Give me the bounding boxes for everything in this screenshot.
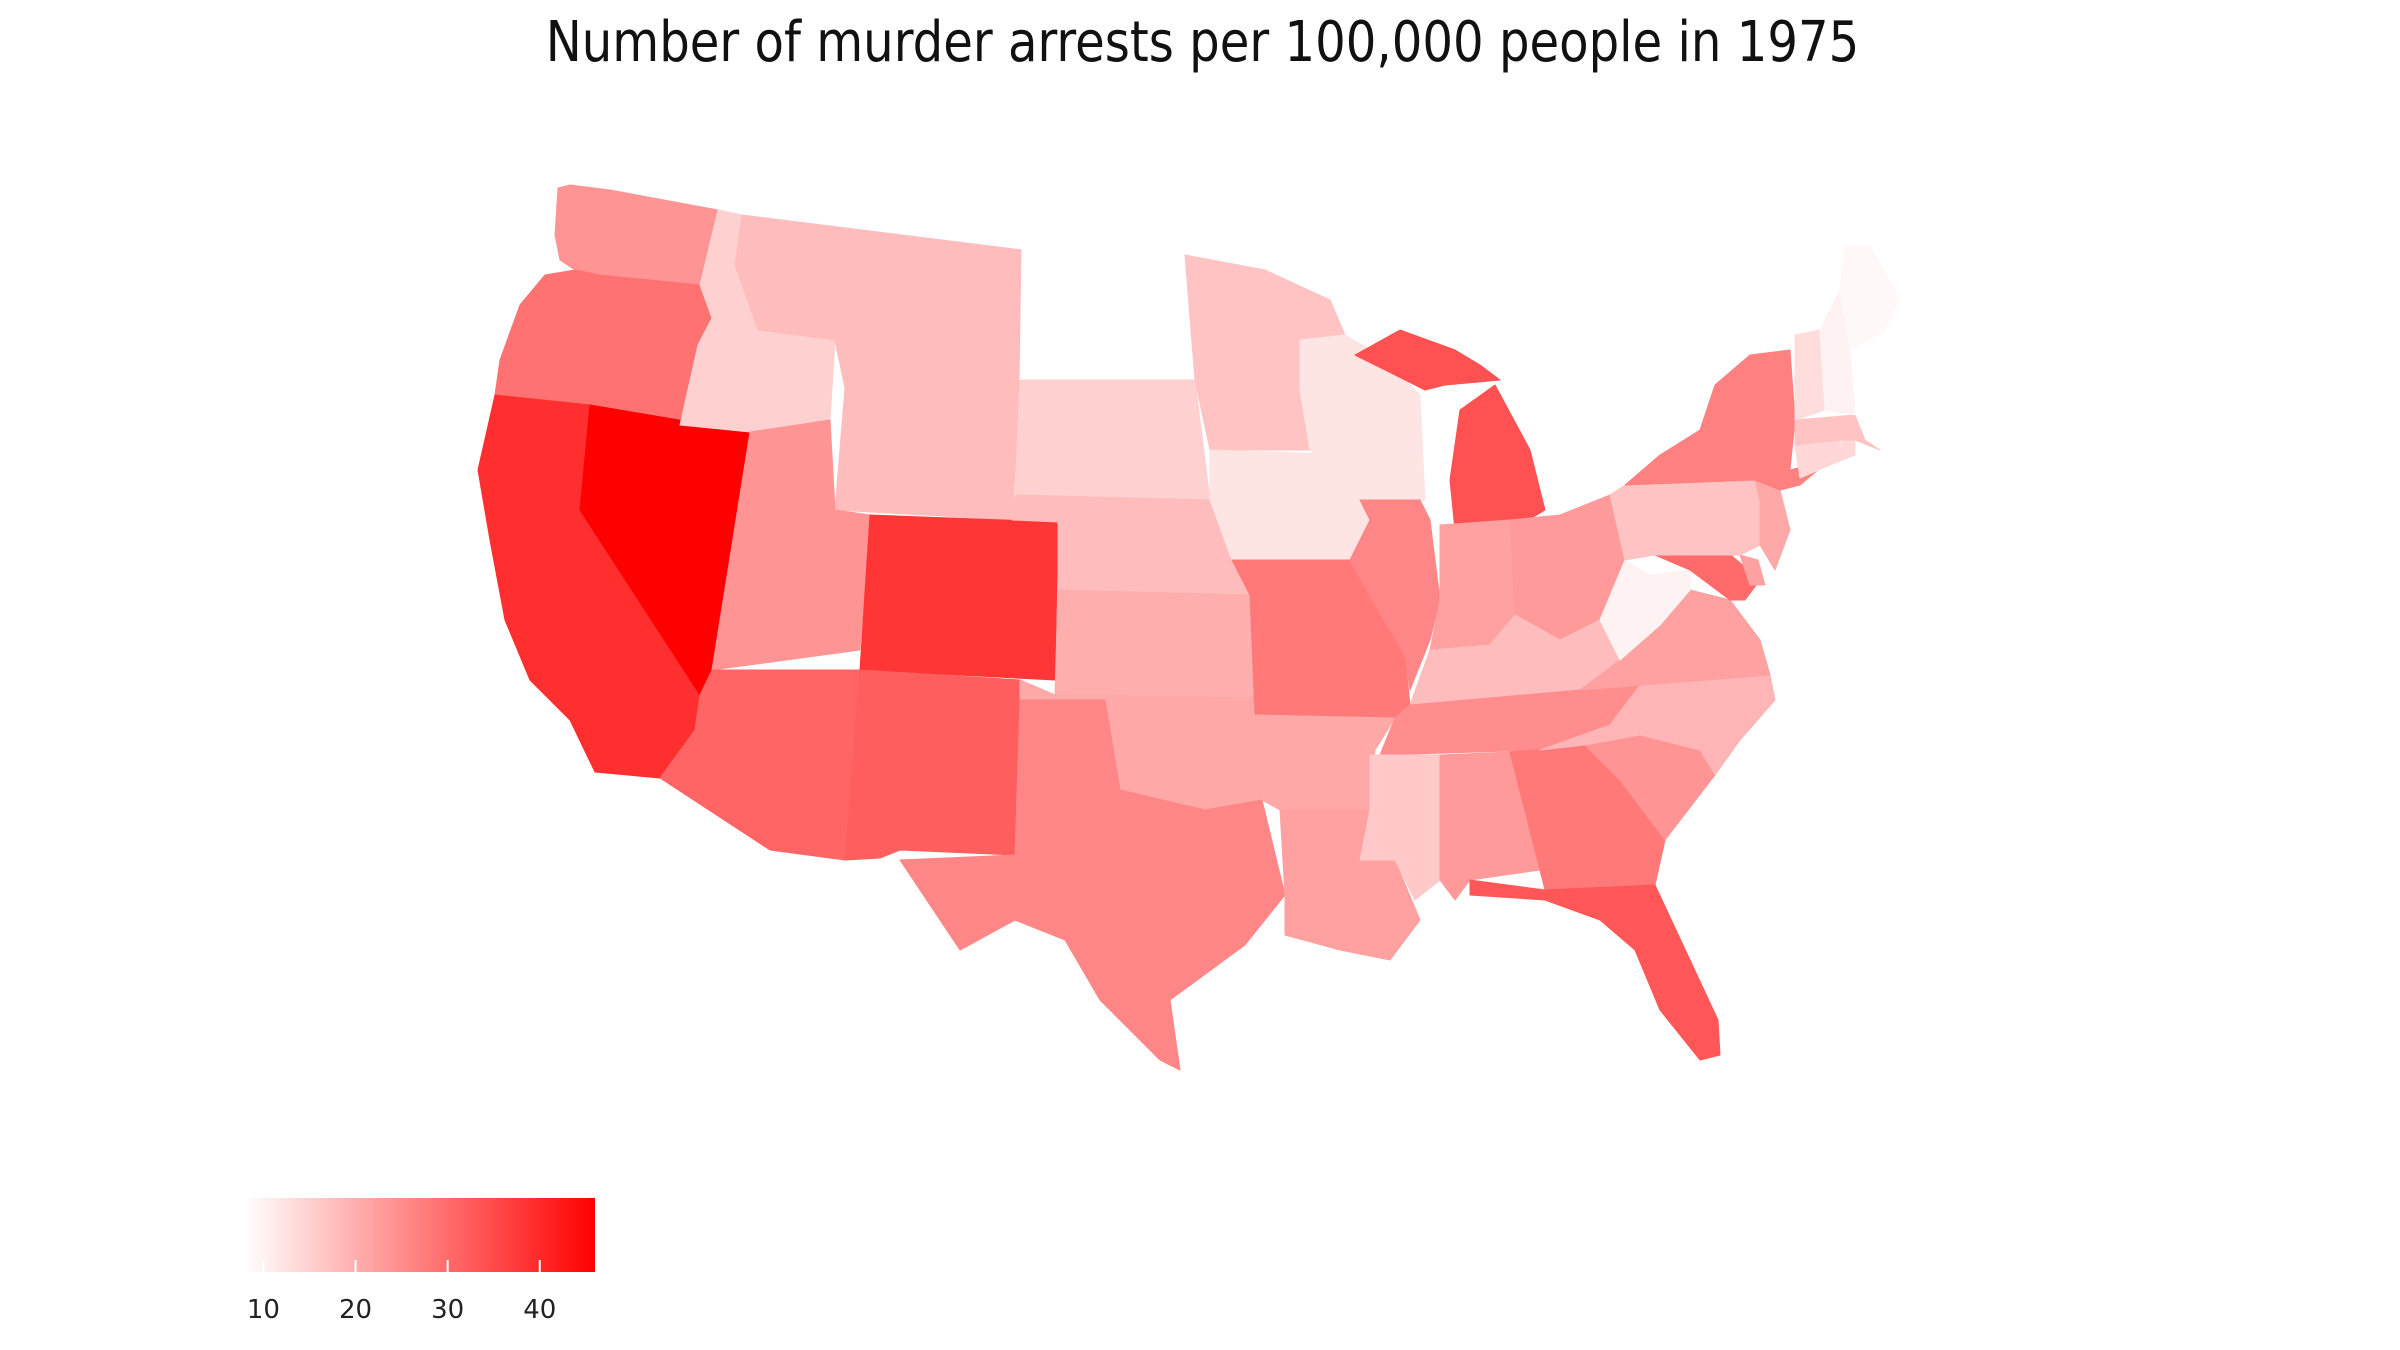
state-colorado — [859, 514, 1059, 681]
state-new-jersey — [1754, 479, 1791, 571]
legend-tick-label: 30 — [431, 1295, 464, 1325]
state-pennsylvania — [1609, 479, 1761, 561]
state-massachusetts — [1794, 414, 1881, 451]
state-connecticut — [1794, 439, 1843, 479]
state-kansas — [1054, 589, 1256, 699]
legend-ticks: 10 20 30 40 — [247, 1260, 556, 1325]
state-illinois — [1349, 499, 1441, 691]
states-layer — [477, 184, 1901, 1071]
state-maine — [1839, 244, 1901, 351]
legend-tick-label: 10 — [247, 1295, 280, 1325]
color-legend: 10 20 30 40 — [245, 1198, 595, 1325]
state-washington — [554, 184, 719, 286]
state-wisconsin — [1299, 334, 1426, 501]
state-wyoming — [834, 387, 1021, 521]
state-north-dakota — [1019, 249, 1196, 381]
state-new-hampshire — [1819, 289, 1856, 416]
state-delaware — [1739, 554, 1766, 586]
legend-tick-label: 40 — [523, 1295, 556, 1325]
state-texas — [899, 699, 1286, 1071]
state-rhode-island — [1841, 439, 1856, 461]
chart-title: Number of murder arrests per 100,000 peo… — [545, 10, 1860, 75]
state-south-dakota — [1014, 379, 1211, 501]
state-north-carolina — [1539, 674, 1776, 776]
state-west-virginia — [1599, 559, 1691, 661]
state-florida — [1469, 879, 1721, 1061]
legend-tick-label: 20 — [339, 1295, 372, 1325]
state-new-mexico — [844, 669, 1021, 861]
legend-colorbar — [245, 1198, 595, 1272]
